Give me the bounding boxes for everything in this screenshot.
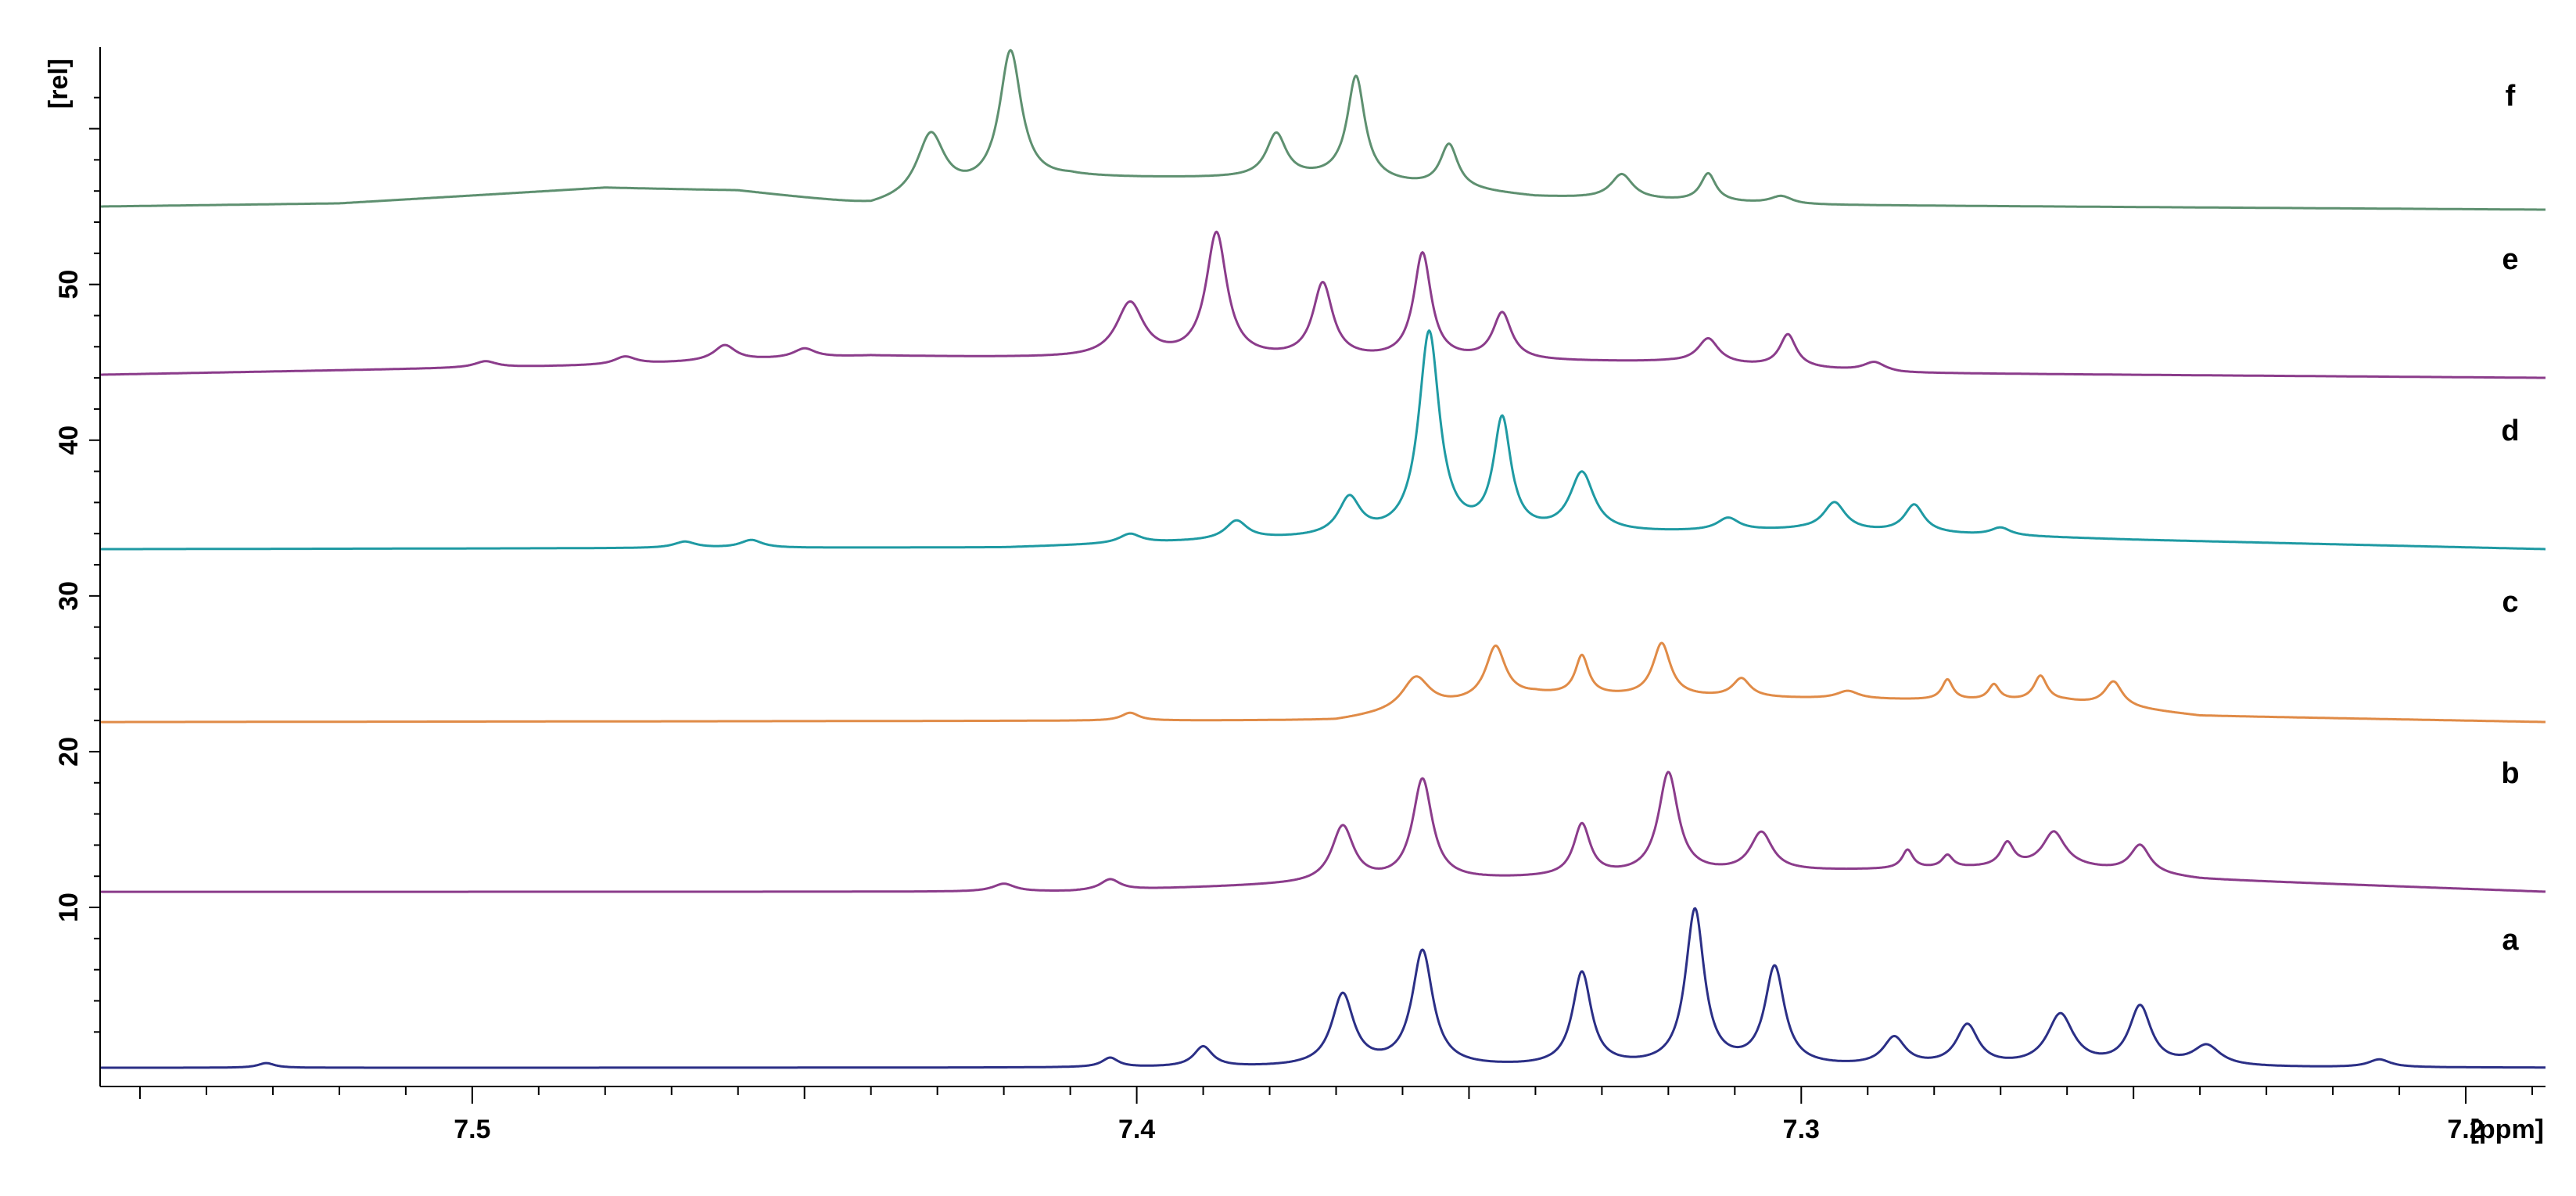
series-label-f: f <box>2506 80 2516 113</box>
series-label-d: d <box>2501 415 2519 447</box>
x-axis-ticks: 7.5 7.4 7.3 7.2 <box>138 1086 2534 1144</box>
series-label-c: c <box>2502 586 2518 619</box>
x-axis-unit-label: [ppm] <box>2470 1115 2544 1144</box>
spectrum-trace-c <box>99 641 2546 724</box>
spectrum-trace-e <box>99 230 2546 379</box>
y-tick-label: 10 <box>54 893 84 922</box>
x-tick-label: 7.5 <box>454 1115 490 1144</box>
y-axis-ticks: 10 20 30 40 50 <box>54 96 100 1033</box>
spectrum-trace-f <box>99 48 2546 211</box>
y-tick-label: 40 <box>54 426 84 455</box>
spectrum-trace-b <box>99 770 2546 893</box>
y-tick-label: 50 <box>54 270 84 300</box>
series-label-a: a <box>2502 924 2519 957</box>
series-labels: a b c d e f <box>2501 80 2519 957</box>
x-tick-label: 7.4 <box>1118 1115 1155 1144</box>
axes: 10 20 30 40 50 7.5 7.4 7.3 7.2 <box>54 47 2546 1144</box>
y-tick-label: 30 <box>54 581 84 611</box>
x-tick-label: 7.3 <box>1783 1115 1820 1144</box>
y-tick-label: 20 <box>54 737 84 767</box>
spectrum-trace-d <box>99 329 2546 551</box>
series-label-b: b <box>2501 757 2519 790</box>
x-tick-label: 7.2 <box>2447 1115 2484 1144</box>
series-label-e: e <box>2502 243 2518 276</box>
spectra-traces <box>99 48 2546 1069</box>
y-axis-unit-label: [rel] <box>44 59 74 109</box>
spectrum-trace-a <box>99 907 2546 1069</box>
